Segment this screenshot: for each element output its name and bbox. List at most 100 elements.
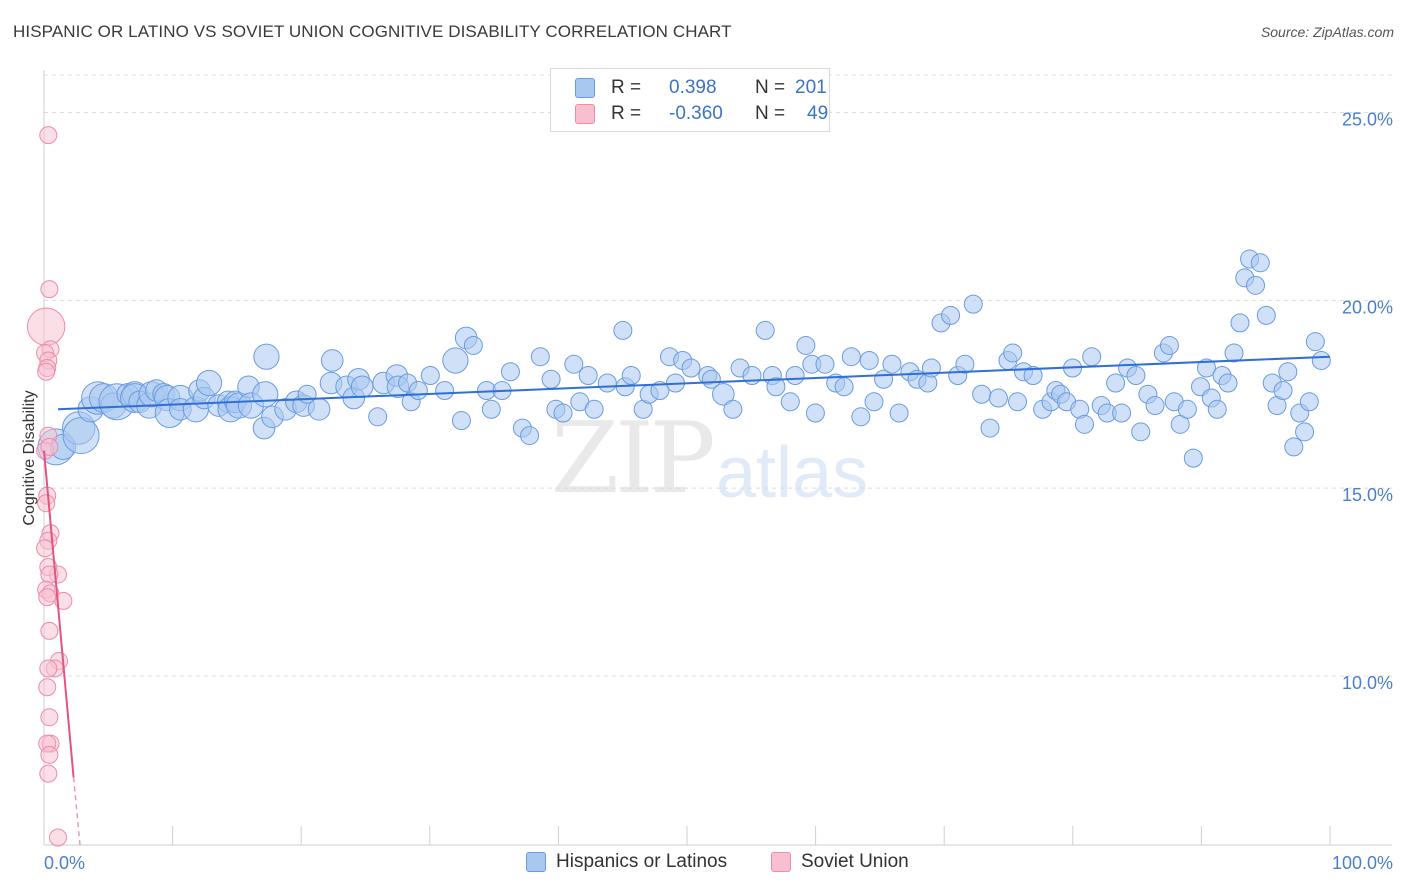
stats-row-soviet: R = -0.360 N = 49 <box>575 102 828 126</box>
r-label: R = <box>611 103 642 124</box>
point-hispanics <box>859 350 879 370</box>
y-tick-label: 20.0% <box>1342 297 1393 317</box>
point-hispanics <box>252 381 279 408</box>
point-hispanics <box>530 347 550 367</box>
y-tick-label: 25.0% <box>1342 110 1393 130</box>
series-legend: Hispanics or Latinos Soviet Union <box>0 851 1406 879</box>
point-hispanics <box>435 381 455 401</box>
legend-item-soviet[interactable]: Soviet Union <box>771 851 909 873</box>
point-hispanics <box>1256 305 1276 325</box>
x-tick-label: 0.0% <box>44 853 85 873</box>
point-hispanics <box>1023 365 1043 385</box>
point-hispanics <box>1299 392 1319 412</box>
point-hispanics <box>1106 373 1126 393</box>
point-hispanics <box>841 347 861 367</box>
point-soviet <box>40 437 59 456</box>
point-hispanics <box>1230 313 1250 333</box>
n-value: 49 <box>807 103 829 124</box>
point-hispanics <box>1311 350 1331 370</box>
point-hispanics <box>1196 358 1216 378</box>
point-soviet <box>39 764 58 783</box>
trend-soviet <box>43 450 75 778</box>
point-hispanics <box>597 373 617 393</box>
point-hispanics <box>307 397 331 421</box>
point-hispanics <box>1246 275 1266 295</box>
point-soviet <box>54 591 73 610</box>
point-hispanics <box>1145 396 1165 416</box>
point-soviet <box>37 494 56 513</box>
point-hispanics <box>481 399 501 419</box>
point-hispanics <box>815 354 835 374</box>
watermark-atlas: atlas <box>716 433 869 513</box>
point-soviet <box>40 621 59 640</box>
point-hispanics <box>1126 365 1146 385</box>
point-hispanics <box>805 403 825 423</box>
point-hispanics <box>1177 399 1197 419</box>
y-tick-label: 15.0% <box>1342 485 1393 505</box>
point-hispanics <box>1183 448 1203 468</box>
point-hispanics <box>681 358 701 378</box>
chart-title: HISPANIC OR LATINO VS SOVIET UNION COGNI… <box>13 22 732 41</box>
point-hispanics <box>1008 392 1028 412</box>
point-hispanics <box>584 399 604 419</box>
point-soviet <box>38 588 57 607</box>
legend-swatch-soviet <box>575 104 595 124</box>
point-hispanics <box>851 407 871 427</box>
point-hispanics <box>980 418 1000 438</box>
axis-labels: 10.0% 15.0% 20.0% 25.0% 0.0% 100.0% Cognitive … <box>21 110 1393 873</box>
point-hispanics <box>1207 399 1227 419</box>
trend-soviet-extension <box>72 777 81 846</box>
point-hispanics <box>621 365 641 385</box>
point-hispanics <box>578 365 598 385</box>
legend-label-soviet: Soviet Union <box>801 851 909 872</box>
stats-legend: R = 0.398 N = 201 R = -0.360 N = 49 <box>550 68 830 132</box>
point-soviet <box>48 828 67 847</box>
point-hispanics <box>889 403 909 423</box>
trend-hispanics <box>57 355 1331 411</box>
point-soviet <box>40 745 59 764</box>
stats-row-hispanics: R = 0.398 N = 201 <box>575 76 827 100</box>
n-label: N = <box>755 77 786 98</box>
point-hispanics <box>500 362 520 382</box>
point-hispanics <box>420 365 440 385</box>
legend-item-hispanics[interactable]: Hispanics or Latinos <box>526 851 727 873</box>
point-hispanics <box>1273 381 1293 401</box>
point-soviet <box>39 659 58 678</box>
point-hispanics <box>1075 414 1095 434</box>
point-hispanics <box>1003 343 1023 363</box>
legend-label-hispanics: Hispanics or Latinos <box>556 851 728 872</box>
point-hispanics <box>785 365 805 385</box>
point-hispanics <box>755 320 775 340</box>
point-hispanics <box>963 294 983 314</box>
legend-swatch-hispanics <box>575 78 595 98</box>
point-soviet <box>26 307 66 346</box>
point-hispanics <box>1284 437 1304 457</box>
point-soviet <box>40 708 59 727</box>
point-hispanics <box>1218 373 1238 393</box>
r-value: 0.398 <box>669 77 717 98</box>
source-label: Source: ZipAtlas.com <box>1260 24 1394 40</box>
point-hispanics <box>988 388 1008 408</box>
point-hispanics <box>613 320 633 340</box>
point-hispanics <box>62 417 100 455</box>
point-hispanics <box>1112 403 1132 423</box>
point-soviet <box>37 362 56 381</box>
point-hispanics <box>1224 343 1244 363</box>
y-axis-title: Cognitive Disability <box>21 390 38 525</box>
point-soviet <box>39 126 58 145</box>
point-hispanics <box>766 377 786 397</box>
trend-lines <box>43 355 1331 846</box>
point-hispanics <box>882 354 902 374</box>
point-hispanics <box>541 369 561 389</box>
point-hispanics <box>350 375 374 399</box>
point-hispanics <box>834 377 854 397</box>
y-tick-label: 10.0% <box>1342 673 1393 693</box>
point-hispanics <box>320 349 344 372</box>
x-tick-label: 100.0% <box>1332 853 1393 873</box>
point-hispanics <box>796 335 816 355</box>
point-hispanics <box>195 369 223 397</box>
point-hispanics <box>1250 253 1270 273</box>
point-hispanics <box>564 354 584 374</box>
series-soviet-points <box>26 126 73 847</box>
